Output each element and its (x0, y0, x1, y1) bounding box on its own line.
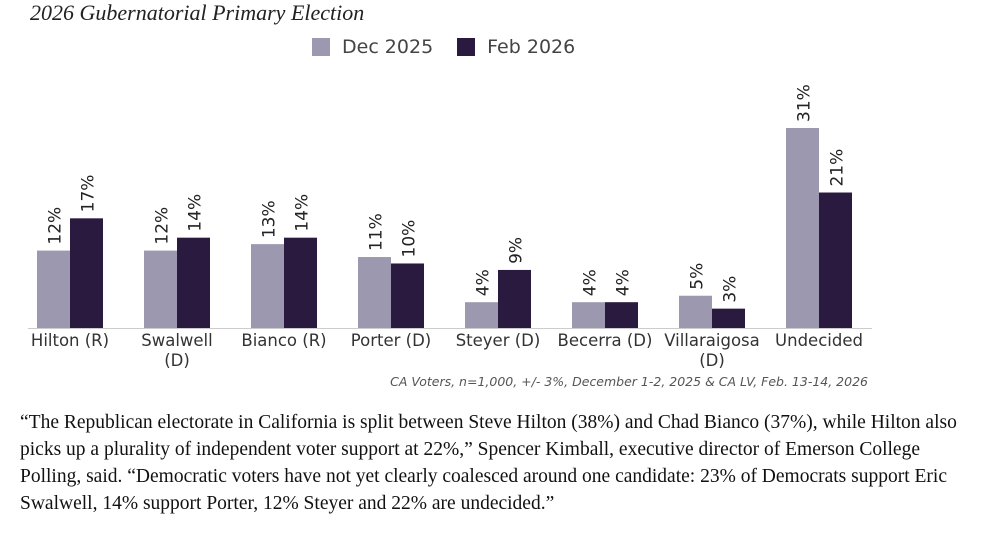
bar (712, 308, 745, 328)
category-label: Becerra (D) (558, 331, 653, 350)
bar (572, 302, 605, 328)
data-label: 21% (828, 149, 848, 187)
data-label: 4% (581, 269, 601, 296)
category-label: Bianco (R) (241, 331, 326, 350)
data-label: 13% (260, 200, 280, 238)
bar (144, 250, 177, 328)
data-label: 14% (186, 194, 206, 232)
data-label: 14% (293, 194, 313, 232)
legend: Dec 2025 Feb 2026 (312, 36, 599, 58)
data-label: 17% (79, 175, 99, 213)
bar (177, 237, 210, 328)
bar (679, 295, 712, 328)
quote-paragraph: “The Republican electorate in California… (20, 412, 957, 514)
category-label: (D) (699, 351, 725, 370)
data-label: 9% (507, 237, 527, 264)
bar (605, 302, 638, 328)
category-label: Undecided (775, 331, 863, 350)
bar (786, 128, 819, 328)
bar (465, 302, 498, 328)
bar (358, 257, 391, 328)
category-label: Porter (D) (351, 331, 431, 350)
category-label: Swalwell (141, 331, 212, 350)
legend-swatch (312, 38, 330, 56)
data-label: 12% (46, 207, 66, 245)
bar (391, 263, 424, 328)
legend-item-dec-2025: Dec 2025 (312, 36, 433, 58)
bar (251, 244, 284, 328)
bar (37, 250, 70, 328)
data-label: 3% (721, 276, 741, 303)
data-label: 12% (153, 207, 173, 245)
source-note: CA Voters, n=1,000, +/- 3%, December 1-2… (390, 374, 868, 389)
category-label: Hilton (R) (31, 331, 109, 350)
bar (819, 192, 852, 328)
chart-title: 2026 Gubernatorial Primary Election (30, 0, 365, 25)
bar-chart: 12%17%Hilton (R)12% 14%Swalwell(D)13% 14%B… (28, 84, 872, 370)
category-label: Villaraigosa (664, 331, 760, 350)
data-label: 11% (367, 213, 387, 251)
category-label: Steyer (D) (456, 331, 541, 350)
data-label: 5% (688, 263, 708, 290)
legend-label: Feb 2026 (487, 36, 576, 58)
data-label: 4% (474, 269, 494, 296)
bar (70, 218, 103, 328)
legend-label: Dec 2025 (342, 36, 434, 58)
bar (498, 269, 531, 328)
legend-item-feb-2026: Feb 2026 (457, 36, 575, 58)
category-label: (D) (164, 351, 190, 370)
data-label: 4% (614, 269, 634, 296)
data-label: 31% (795, 84, 815, 122)
bar (284, 237, 317, 328)
legend-swatch (457, 38, 476, 56)
data-label: 10% (400, 220, 420, 258)
